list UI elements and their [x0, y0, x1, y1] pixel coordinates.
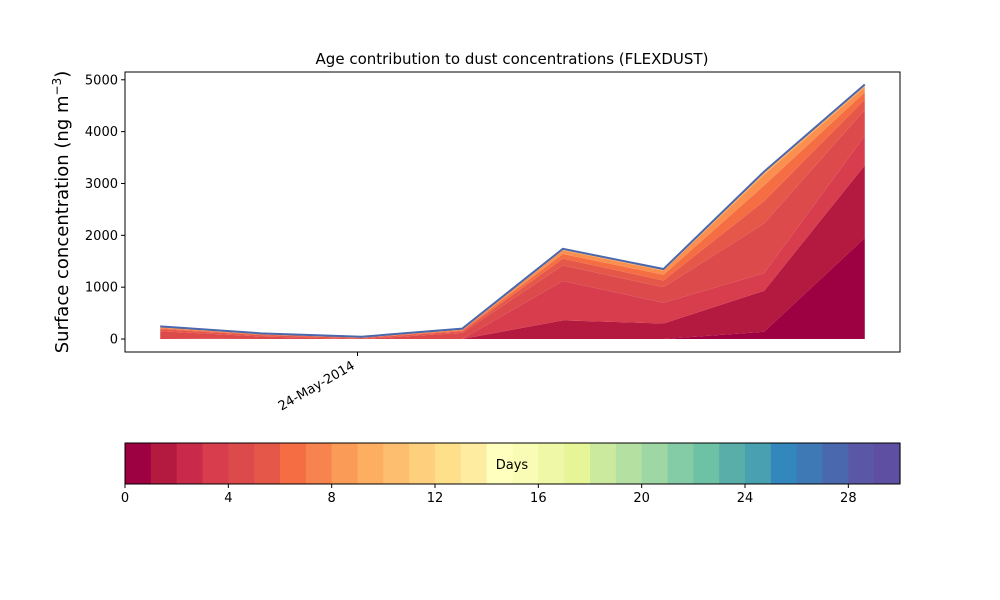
- y-tick-label: 3000: [85, 177, 118, 192]
- y-axis-label-text: Surface concentration (ng m: [52, 95, 73, 353]
- y-axis-label-superscript: −3: [50, 78, 64, 96]
- colorbar-tick-label: 28: [840, 491, 857, 506]
- colorbar-segment: [874, 443, 901, 484]
- colorbar-segment: [796, 443, 824, 484]
- y-tick-label: 5000: [85, 73, 118, 88]
- svg-text:Surface concentration (ng m−3): Surface concentration (ng m−3): [50, 71, 73, 354]
- area-layer-age-1: [160, 237, 865, 340]
- colorbar-segment: [150, 443, 178, 484]
- colorbar-segment: [719, 443, 746, 484]
- y-axis-ticks: 0 1000 2000 3000 4000 5000: [85, 73, 125, 348]
- colorbar-tick-label: 0: [121, 491, 129, 506]
- area-series-group: [160, 83, 866, 340]
- colorbar-segment: [305, 443, 333, 484]
- y-axis-label-close: ): [52, 71, 73, 78]
- colorbar-segment: [202, 443, 229, 484]
- colorbar: [125, 443, 901, 484]
- colorbar-segment: [228, 443, 255, 484]
- y-tick-label: 0: [110, 333, 118, 348]
- colorbar-segment: [357, 443, 384, 484]
- colorbar-ticks: 0 4 8 12 16 20 24 28: [121, 484, 857, 506]
- area-layer-age-4: [160, 109, 865, 340]
- colorbar-segment: [125, 443, 152, 484]
- colorbar-segment: [770, 443, 798, 484]
- colorbar-tick-label: 20: [633, 491, 650, 506]
- colorbar-segment: [848, 443, 875, 484]
- colorbar-tick-label: 16: [530, 491, 547, 506]
- colorbar-segment: [280, 443, 307, 484]
- colorbar-segment: [745, 443, 772, 484]
- colorbar-segment: [822, 443, 849, 484]
- chart-title: Age contribution to dust concentrations …: [316, 50, 709, 68]
- colorbar-segment: [590, 443, 617, 484]
- colorbar-label: Days: [496, 458, 529, 473]
- y-tick-label: 4000: [85, 125, 118, 140]
- colorbar-segment: [564, 443, 591, 484]
- total-outline-line: [160, 83, 866, 338]
- colorbar-segment: [538, 443, 565, 484]
- y-tick-label: 1000: [85, 281, 118, 296]
- colorbar-segment: [435, 443, 462, 484]
- x-axis-ticks: 24-May-2014: [276, 352, 359, 414]
- plot-frame: [124, 71, 901, 353]
- colorbar-tick-label: 8: [328, 491, 336, 506]
- colorbar-segment: [641, 443, 669, 484]
- colorbar-segment: [460, 443, 488, 484]
- y-tick-label: 2000: [85, 229, 118, 244]
- colorbar-segment: [254, 443, 281, 484]
- y-axis-label: Surface concentration (ng m−3): [50, 71, 73, 354]
- colorbar-segment: [512, 443, 539, 484]
- colorbar-segment: [615, 443, 643, 484]
- colorbar-segment: [693, 443, 720, 484]
- colorbar-segment: [383, 443, 410, 484]
- colorbar-tick-label: 24: [737, 491, 754, 506]
- x-tick-label: 24-May-2014: [276, 358, 358, 414]
- colorbar-tick-label: 12: [427, 491, 444, 506]
- colorbar-frame: [124, 442, 901, 485]
- colorbar-segment: [667, 443, 694, 484]
- colorbar-segment: [176, 443, 204, 484]
- colorbar-segment: [331, 443, 359, 484]
- colorbar-segment: [486, 443, 514, 484]
- colorbar-tick-label: 4: [224, 491, 232, 506]
- colorbar-segment: [409, 443, 436, 484]
